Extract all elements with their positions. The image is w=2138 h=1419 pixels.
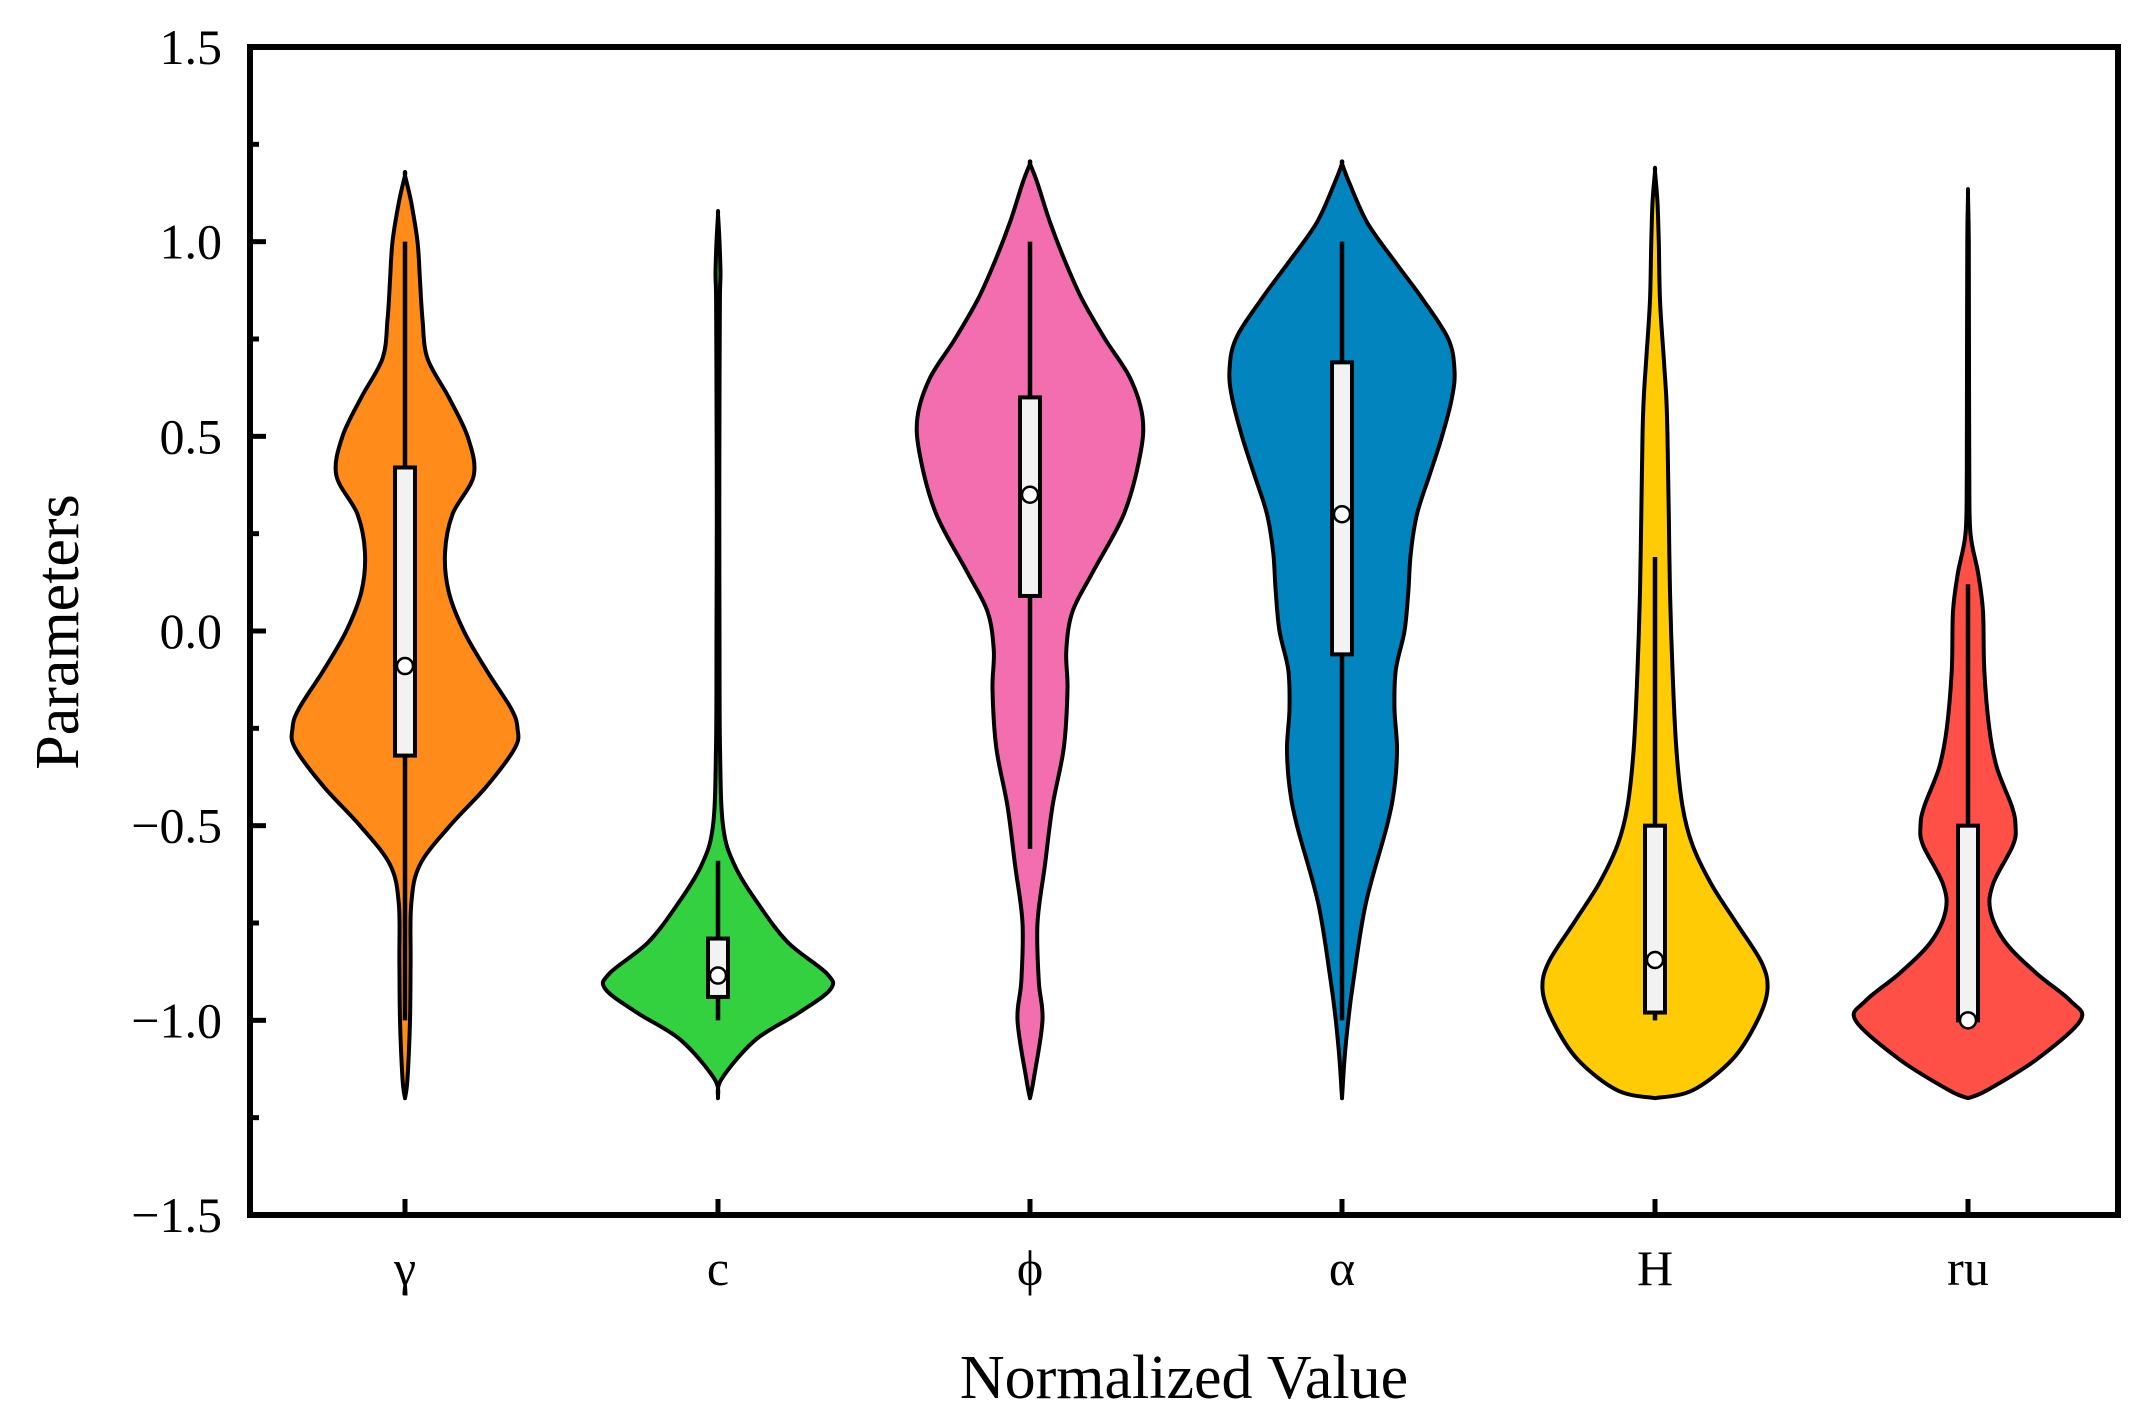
y-tick-label: −1.5	[131, 1187, 222, 1243]
violin-median	[1645, 950, 1665, 970]
violin-2	[600, 209, 836, 1101]
violin-box	[1643, 823, 1667, 1015]
plot-frame	[247, 44, 2121, 1218]
y-axis-title: Parameters	[24, 494, 92, 769]
violin-median	[1332, 504, 1352, 524]
x-tick-label: ϕ	[1017, 1240, 1043, 1296]
y-tick-label: 1.0	[160, 214, 223, 270]
x-tick-label: H	[1637, 1240, 1673, 1296]
violin-median	[708, 966, 728, 985]
violin-4	[1227, 159, 1457, 1101]
violin-6	[1851, 187, 2085, 1101]
violin-box	[1956, 823, 1980, 1023]
violin-box	[393, 465, 417, 758]
violin-1	[289, 170, 521, 1101]
y-tick-label: −0.5	[131, 798, 222, 854]
violin-median	[395, 656, 415, 676]
y-tick-label: −1.0	[131, 992, 222, 1048]
x-tick-label: ru	[1947, 1240, 1989, 1296]
violin-median	[1958, 1011, 1978, 1030]
violin-3	[914, 159, 1146, 1101]
violin-body	[600, 209, 836, 1101]
violin-layer	[289, 159, 2085, 1101]
violin-median	[1020, 485, 1040, 504]
x-axis-title: Normalized Value	[960, 1344, 1408, 1412]
violin-5	[1540, 165, 1770, 1101]
y-tick-label: 0.0	[160, 603, 223, 659]
x-tick-label: γ	[393, 1240, 416, 1296]
y-axis: −1.5 −1.0 −0.5 0.0 0.5 1.0 1.5	[131, 19, 266, 1243]
x-tick-label: α	[1329, 1240, 1355, 1296]
y-tick-label: 0.5	[160, 408, 223, 464]
x-tick-label: c	[707, 1240, 729, 1296]
y-tick-label: 1.5	[160, 19, 223, 75]
